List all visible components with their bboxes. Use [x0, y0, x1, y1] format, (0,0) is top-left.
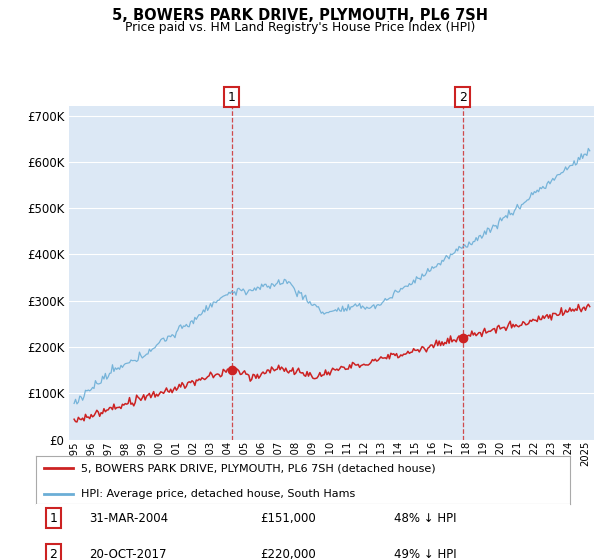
- Text: 1: 1: [228, 91, 236, 104]
- Text: 20-OCT-2017: 20-OCT-2017: [89, 548, 167, 560]
- Text: 5, BOWERS PARK DRIVE, PLYMOUTH, PL6 7SH: 5, BOWERS PARK DRIVE, PLYMOUTH, PL6 7SH: [112, 8, 488, 24]
- Text: £151,000: £151,000: [260, 512, 316, 525]
- Text: 2: 2: [459, 91, 467, 104]
- Text: 48% ↓ HPI: 48% ↓ HPI: [394, 512, 456, 525]
- Text: Price paid vs. HM Land Registry's House Price Index (HPI): Price paid vs. HM Land Registry's House …: [125, 21, 475, 34]
- Text: 5, BOWERS PARK DRIVE, PLYMOUTH, PL6 7SH (detached house): 5, BOWERS PARK DRIVE, PLYMOUTH, PL6 7SH …: [82, 463, 436, 473]
- Text: HPI: Average price, detached house, South Hams: HPI: Average price, detached house, Sout…: [82, 488, 356, 498]
- Text: 49% ↓ HPI: 49% ↓ HPI: [394, 548, 457, 560]
- Text: 1: 1: [49, 512, 57, 525]
- Text: £220,000: £220,000: [260, 548, 316, 560]
- Text: 2: 2: [49, 548, 57, 560]
- Text: 31-MAR-2004: 31-MAR-2004: [89, 512, 169, 525]
